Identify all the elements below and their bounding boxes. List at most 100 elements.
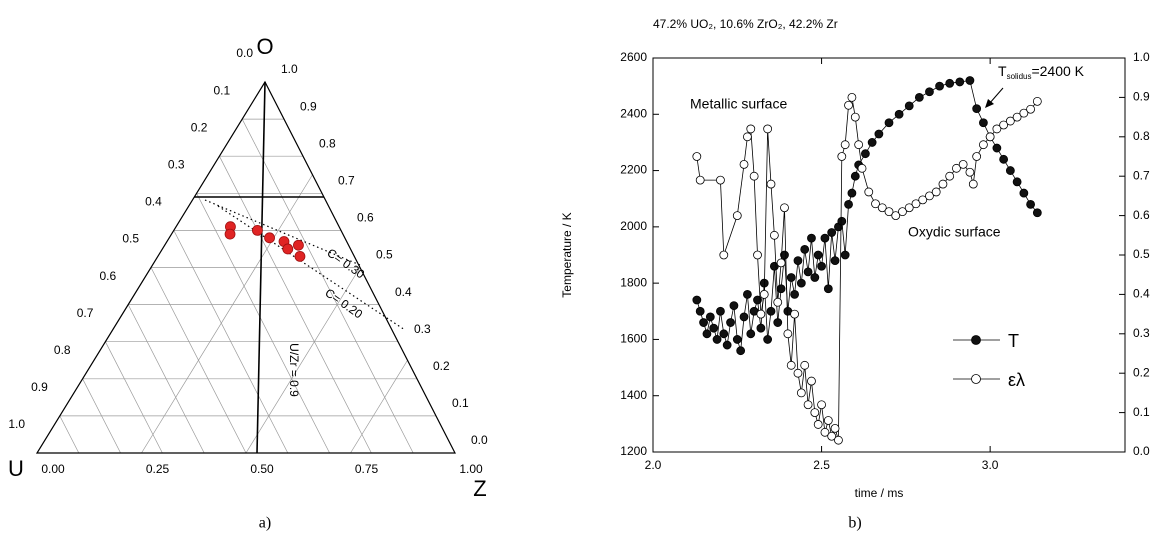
data-point (807, 376, 816, 386)
data-point (861, 149, 870, 159)
grid-line (245, 267, 361, 454)
data-point (786, 360, 796, 370)
y2-tick-label: 0.0 (1133, 444, 1150, 458)
data-point (877, 203, 887, 213)
data-point (1012, 112, 1022, 122)
x-tick-label: 3.0 (982, 458, 999, 472)
c-line (204, 199, 361, 266)
data-point (925, 191, 934, 201)
o-tick-label: 0.2 (433, 359, 450, 373)
grid-line (241, 118, 414, 454)
data-point (830, 256, 840, 266)
u-tick-label: 0.7 (77, 306, 94, 320)
data-point (790, 289, 799, 299)
o-tick-label: 1.0 (281, 62, 298, 76)
data-point (813, 420, 823, 429)
data-point (251, 224, 263, 236)
y-axis-label: Temperature / K (560, 212, 574, 297)
legend-label: ελ (1008, 370, 1025, 390)
o-tick-label: 0.4 (395, 285, 412, 299)
x-axis-label: time / ms (855, 486, 904, 500)
data-point (904, 203, 914, 213)
data-point (874, 129, 884, 139)
legend-label: T (1008, 331, 1019, 351)
annotation: Oxydic surface (908, 224, 1001, 240)
c-line (217, 205, 406, 331)
o-tick-label: 0.1 (452, 396, 469, 410)
data-point (773, 318, 783, 327)
data-point (692, 295, 702, 305)
data-point (1026, 199, 1035, 209)
u-tick-label: 0.4 (145, 195, 162, 209)
chart-title: 47.2% UO₂, 10.6% ZrO₂, 42.2% Zr (653, 17, 838, 31)
data-point (780, 250, 789, 260)
o-tick-label: 0.8 (319, 136, 336, 150)
data-point (898, 207, 907, 217)
data-point (756, 323, 766, 333)
data-point (783, 329, 793, 339)
data-point (282, 243, 294, 255)
data-point (871, 199, 880, 209)
data-point (914, 93, 924, 102)
data-point (935, 81, 944, 91)
data-point (1019, 188, 1029, 198)
y-tick-label: 1400 (620, 388, 647, 402)
data-point (938, 179, 948, 189)
u-tick-label: 0.8 (54, 343, 71, 357)
data-point (763, 124, 773, 134)
data-point (1005, 116, 1015, 126)
data-point (695, 175, 705, 185)
data-point (992, 143, 1002, 153)
data-point (884, 118, 894, 128)
data-point (847, 188, 857, 198)
solidus-rest: =2400 K (1031, 63, 1084, 79)
solidus-arrow (988, 87, 1004, 105)
annotation: C= 0.20 (322, 286, 365, 322)
data-point (702, 329, 712, 339)
data-point (817, 400, 826, 410)
y-tick-label: 1600 (620, 332, 647, 346)
o-tick-label: 0.5 (376, 248, 393, 262)
data-point (796, 388, 806, 398)
data-point (699, 318, 708, 327)
data-point (850, 112, 860, 122)
u-tick-label: 0.6 (100, 269, 117, 283)
o-tick-label: 0.3 (414, 322, 431, 336)
zr-tick-label: 1.00 (459, 462, 483, 476)
caption: b) (848, 515, 861, 532)
data-point (1032, 96, 1042, 106)
y-tick-label: 2000 (620, 219, 647, 233)
u-tick-label: 0.3 (168, 157, 185, 171)
data-point (911, 199, 921, 209)
data-point (840, 140, 850, 150)
data-point (264, 232, 275, 244)
grid-line (196, 193, 330, 454)
triangle-frame (35, 80, 456, 454)
solidus-main: T (998, 63, 1007, 79)
data-point (972, 104, 982, 114)
data-point (780, 203, 789, 213)
data-point (753, 250, 762, 260)
data-point (854, 140, 864, 150)
data-point (925, 87, 934, 97)
legend-marker (971, 335, 981, 345)
grid-line (219, 156, 372, 454)
data-point (793, 368, 803, 378)
data-point (817, 261, 826, 271)
data-point (732, 211, 742, 221)
y2-tick-label: 1.0 (1133, 50, 1150, 64)
y2-tick-label: 0.2 (1133, 365, 1150, 379)
data-point (999, 154, 1009, 164)
data-point (955, 77, 965, 87)
data-point (830, 423, 840, 433)
data-point (837, 216, 847, 226)
data-point (753, 295, 762, 305)
data-point (709, 323, 719, 333)
data-point (719, 250, 729, 260)
data-point (746, 329, 756, 339)
vertex-label: O (256, 34, 273, 59)
data-point (293, 239, 304, 251)
data-point (945, 78, 955, 88)
y-tick-label: 2200 (620, 163, 647, 177)
